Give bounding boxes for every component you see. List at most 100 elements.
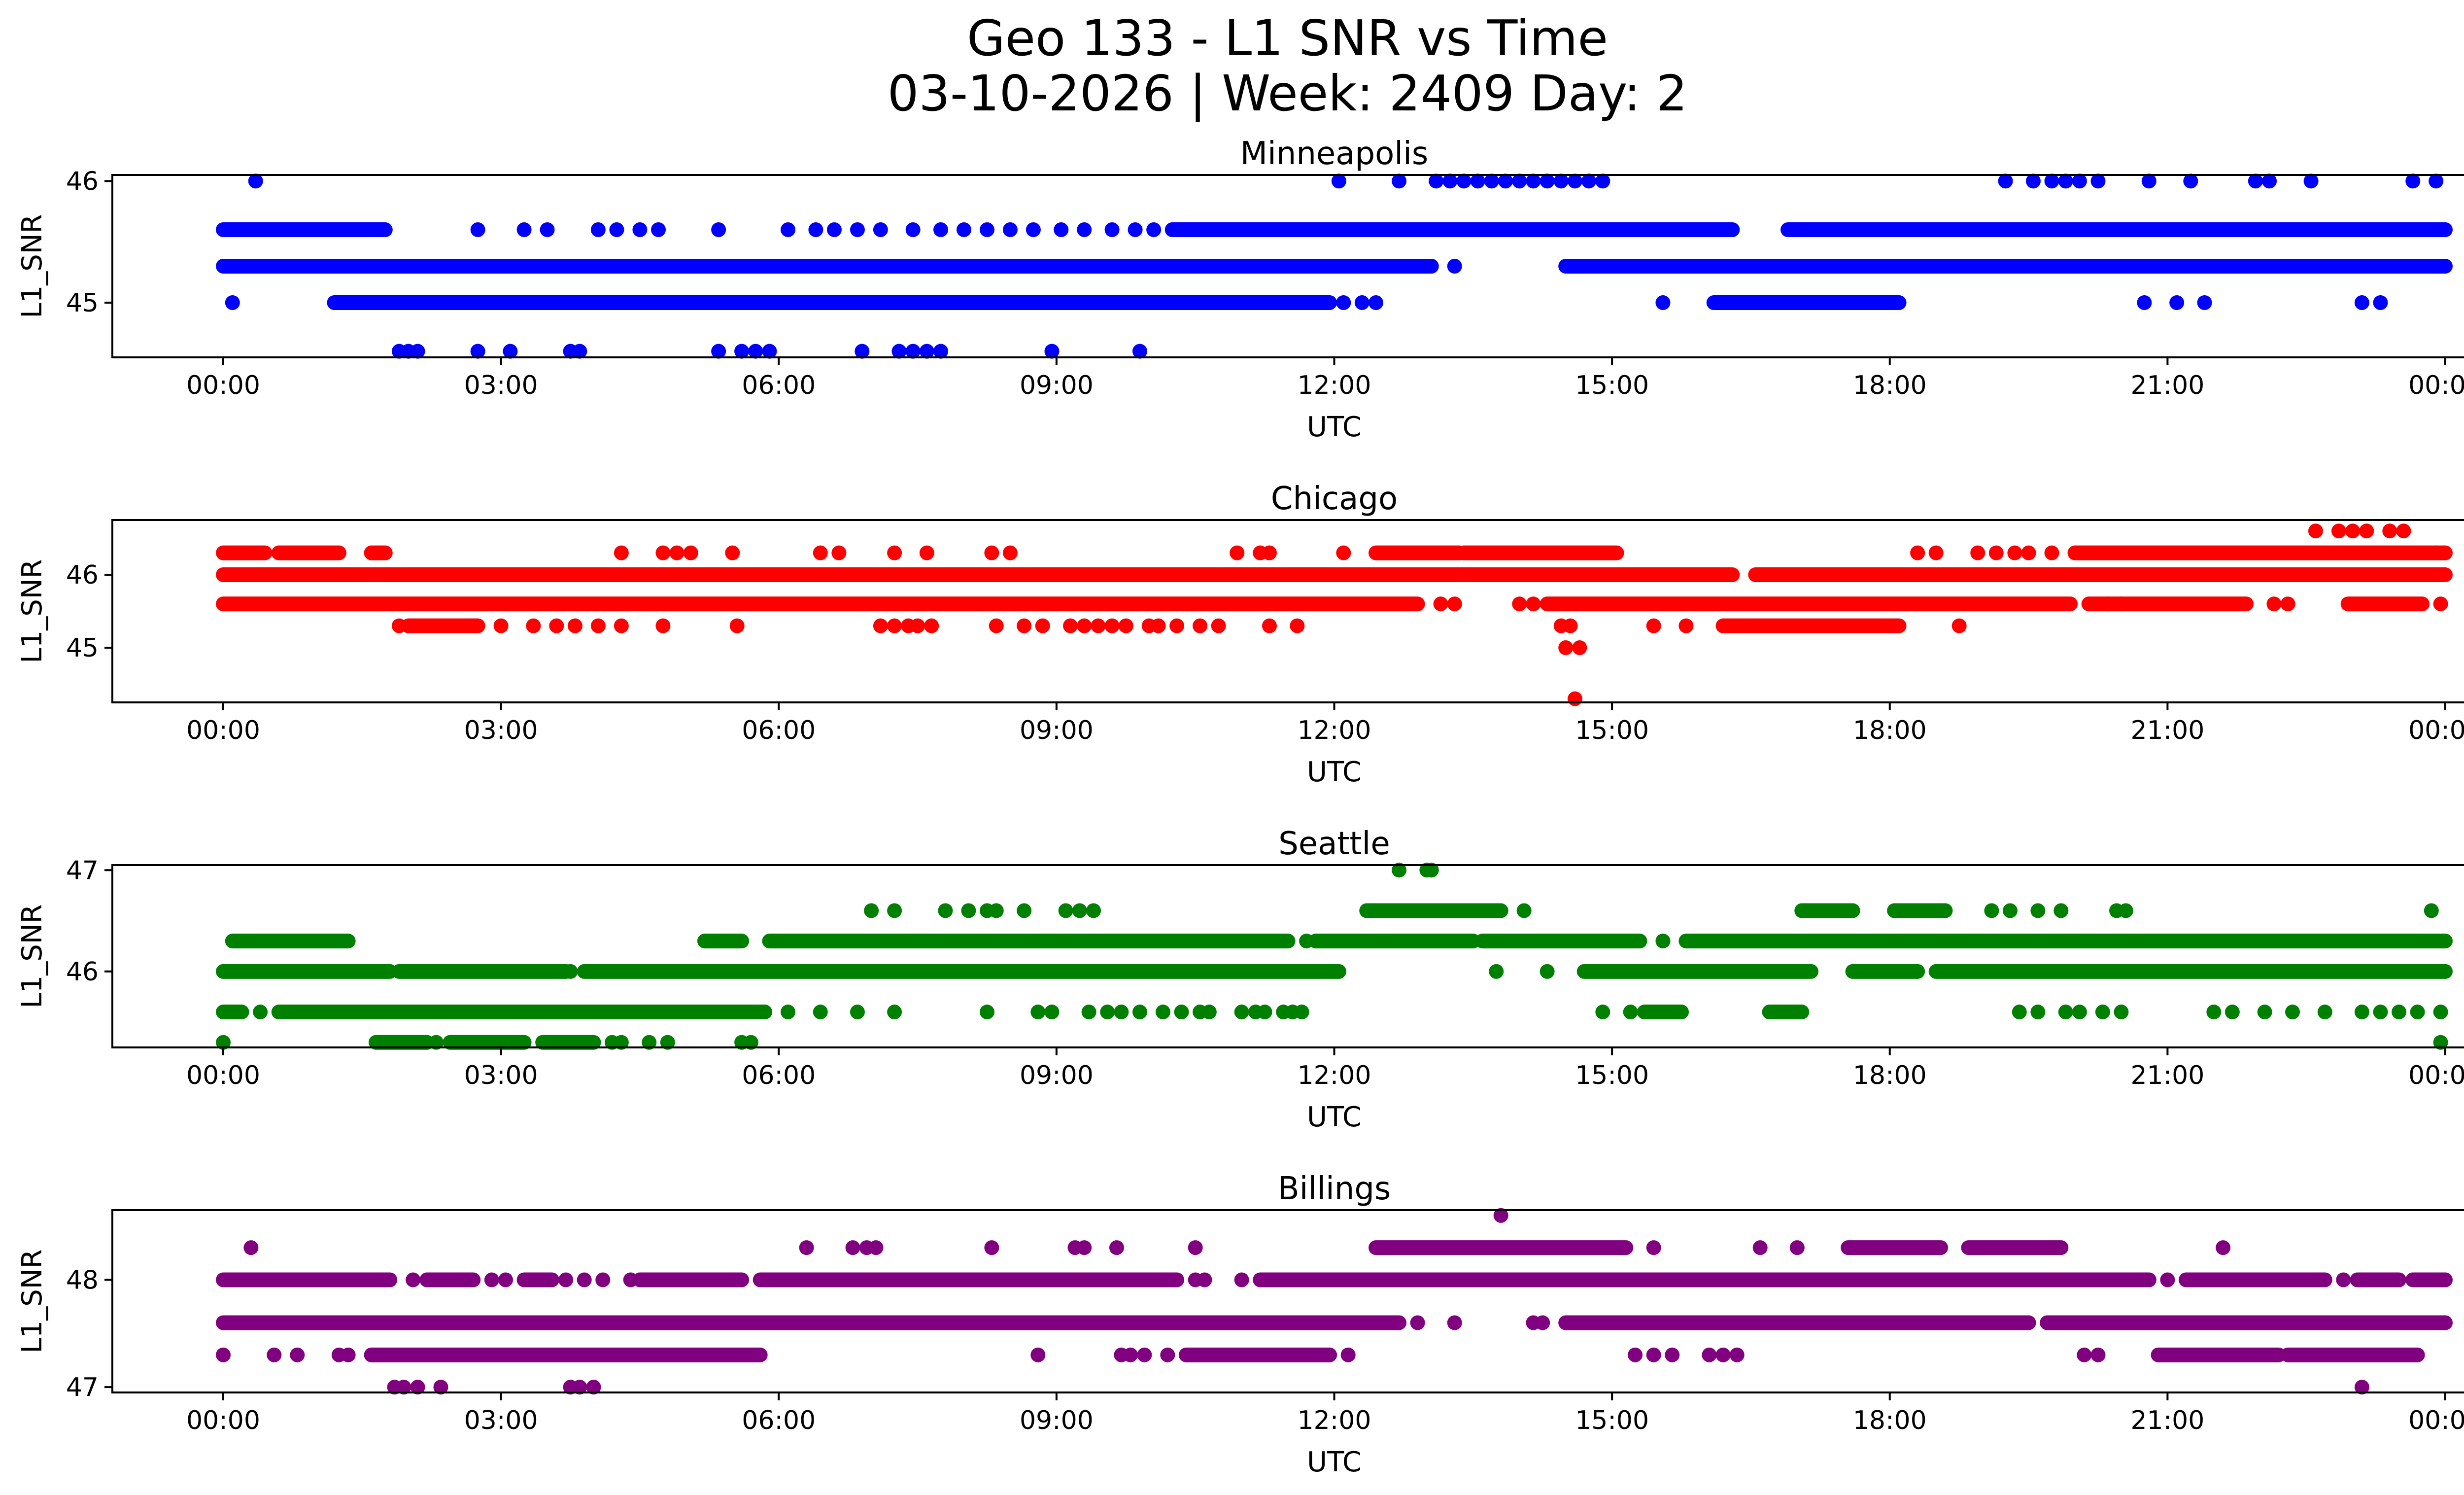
marker bbox=[729, 618, 745, 633]
marker bbox=[2433, 1005, 2448, 1020]
marker bbox=[2373, 1005, 2388, 1020]
x-tick-label: 18:00 bbox=[1853, 1061, 1927, 1090]
marker bbox=[1789, 1240, 1805, 1255]
marker bbox=[2090, 1347, 2106, 1362]
marker bbox=[1484, 174, 1499, 189]
x-tick-label: 06:00 bbox=[742, 1406, 816, 1435]
marker bbox=[290, 1347, 305, 1362]
x-tick-label: 00:00 bbox=[186, 1406, 260, 1435]
x-tick-label: 21:00 bbox=[2130, 371, 2204, 400]
marker bbox=[2303, 174, 2319, 189]
x-axis-label: UTC bbox=[1307, 411, 1362, 443]
marker bbox=[1077, 618, 1092, 633]
marker bbox=[1392, 863, 1407, 878]
marker-run bbox=[271, 545, 346, 560]
marker bbox=[891, 344, 907, 359]
marker bbox=[2373, 295, 2388, 310]
marker bbox=[1567, 174, 1582, 189]
marker-run bbox=[216, 567, 1740, 582]
marker bbox=[1262, 618, 1277, 633]
marker-run bbox=[2405, 1272, 2453, 1287]
marker bbox=[1132, 1005, 1147, 1020]
markers bbox=[216, 174, 2453, 359]
marker-run bbox=[1558, 259, 2453, 274]
marker bbox=[410, 1380, 425, 1395]
marker bbox=[567, 618, 582, 633]
marker-run bbox=[216, 596, 1425, 612]
marker bbox=[1017, 903, 1032, 918]
marker bbox=[2257, 1005, 2272, 1020]
marker bbox=[1128, 222, 1143, 237]
marker bbox=[1526, 596, 1541, 612]
marker bbox=[1456, 174, 1472, 189]
marker bbox=[2396, 523, 2411, 539]
marker bbox=[2169, 295, 2185, 310]
marker bbox=[2197, 295, 2212, 310]
marker bbox=[2433, 596, 2448, 612]
marker bbox=[2141, 174, 2156, 189]
marker bbox=[1118, 618, 1133, 633]
marker bbox=[887, 1005, 902, 1020]
marker bbox=[410, 344, 425, 359]
marker bbox=[1155, 1005, 1170, 1020]
marker bbox=[1077, 1240, 1092, 1255]
marker bbox=[642, 1035, 657, 1050]
marker bbox=[1646, 618, 1661, 633]
marker bbox=[762, 344, 777, 359]
marker bbox=[1535, 1315, 1550, 1330]
marker bbox=[873, 618, 888, 633]
marker bbox=[391, 618, 407, 633]
marker bbox=[549, 618, 564, 633]
axes-frame bbox=[111, 1209, 2464, 1393]
marker bbox=[614, 618, 629, 633]
marker bbox=[396, 1380, 411, 1395]
marker bbox=[1646, 1347, 1661, 1362]
marker bbox=[711, 222, 726, 237]
marker bbox=[1340, 1347, 1356, 1362]
subplot-title: Billings bbox=[1278, 1171, 1391, 1207]
marker bbox=[711, 344, 726, 359]
chart-title: Geo 133 - L1 SNR vs Time bbox=[967, 9, 1608, 67]
marker bbox=[1086, 903, 1101, 918]
marker bbox=[919, 344, 934, 359]
markers bbox=[216, 523, 2453, 706]
marker bbox=[1109, 1240, 1124, 1255]
marker bbox=[826, 222, 842, 237]
marker bbox=[1017, 618, 1032, 633]
marker bbox=[2429, 545, 2444, 560]
marker bbox=[1091, 618, 1106, 633]
marker bbox=[2072, 174, 2087, 189]
marker bbox=[957, 222, 971, 237]
marker bbox=[1354, 295, 1369, 310]
marker bbox=[1100, 1005, 1115, 1020]
marker bbox=[1429, 174, 1444, 189]
marker bbox=[1211, 618, 1226, 633]
x-axis-label: UTC bbox=[1307, 756, 1362, 788]
marker-run bbox=[225, 934, 356, 949]
marker bbox=[2160, 1272, 2175, 1287]
marker bbox=[216, 1347, 231, 1362]
marker bbox=[2021, 545, 2036, 560]
marker bbox=[1729, 1347, 1745, 1362]
marker bbox=[1026, 222, 1041, 237]
marker-run bbox=[1961, 1240, 2069, 1255]
marker bbox=[1077, 222, 1092, 237]
subplot-title: Seattle bbox=[1278, 826, 1390, 862]
x-tick-label: 03:00 bbox=[464, 1406, 538, 1435]
marker bbox=[1410, 1315, 1425, 1330]
marker bbox=[503, 344, 518, 359]
y-tick-label: 47 bbox=[66, 1373, 99, 1402]
marker bbox=[873, 222, 888, 237]
marker bbox=[2354, 1005, 2369, 1020]
marker bbox=[2137, 295, 2152, 310]
subplot-seattle: Seattle 00:00 03:00 06:00 09:00 12:00 15:00 18:… bbox=[16, 826, 2464, 1133]
marker bbox=[1655, 295, 1671, 310]
marker-run bbox=[401, 618, 485, 633]
marker bbox=[655, 545, 671, 560]
y-tick-label: 46 bbox=[66, 560, 99, 590]
marker-run bbox=[1794, 903, 1860, 918]
marker bbox=[2336, 1272, 2351, 1287]
marker-run bbox=[632, 1272, 750, 1287]
marker bbox=[484, 1272, 499, 1287]
marker-run bbox=[419, 1272, 481, 1287]
